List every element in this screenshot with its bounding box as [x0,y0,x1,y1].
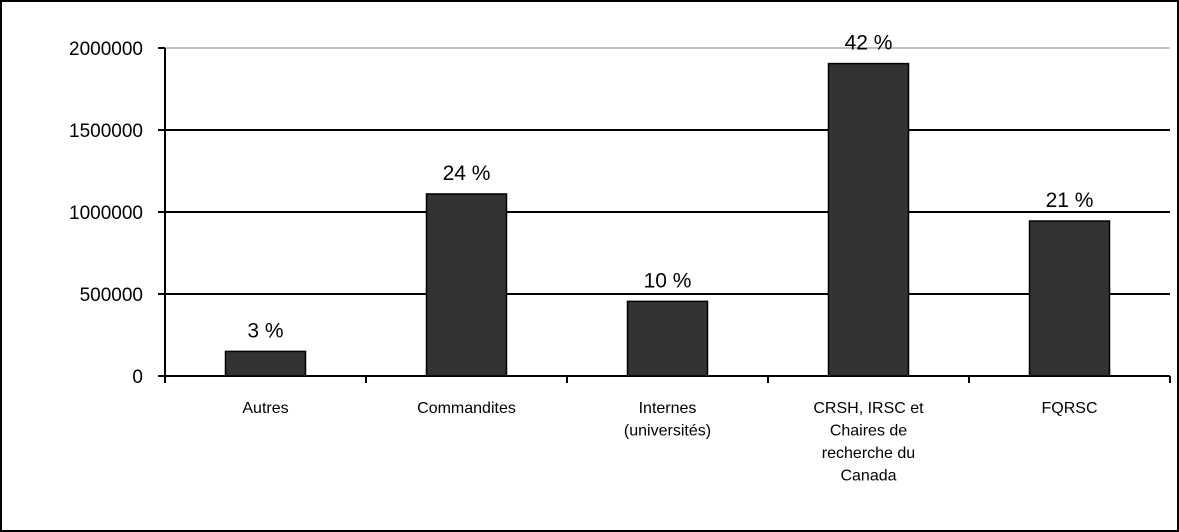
data-label: 24 % [443,162,491,185]
category-label-line: Commandites [417,400,516,417]
category-label-line: Autres [242,400,288,417]
y-tick-label: 1500000 [69,121,143,142]
category-label-line: (universités) [624,423,711,440]
category-label: Commandites [417,400,516,417]
category-label: CRSH, IRSC et Chaires de recherche du Canad… [813,400,924,485]
y-tick-label: 1000000 [69,203,143,224]
data-label: 21 % [1046,189,1094,212]
category-label: FQRSC [1042,400,1098,417]
category-label-line: Canada [840,468,896,485]
data-label: 3 % [247,319,283,342]
category-label-line: Chaires de [830,423,907,440]
category-label-line: recherche du [822,445,915,462]
category-label: Internes (universités) [624,400,711,440]
category-label: Autres [242,400,288,417]
bar [425,193,508,377]
y-tick-label: 500000 [80,285,143,306]
bar [1028,220,1111,377]
bar [827,62,910,377]
y-tick-label: 2000000 [69,39,143,60]
data-label: 42 % [845,32,893,55]
category-label-line: Internes [639,400,697,417]
data-label: 10 % [644,269,692,292]
y-tick-label: 0 [132,367,143,388]
bar [224,350,307,377]
category-label-line: CRSH, IRSC et [813,400,924,417]
bar [626,300,709,377]
category-label-line: FQRSC [1042,400,1098,417]
